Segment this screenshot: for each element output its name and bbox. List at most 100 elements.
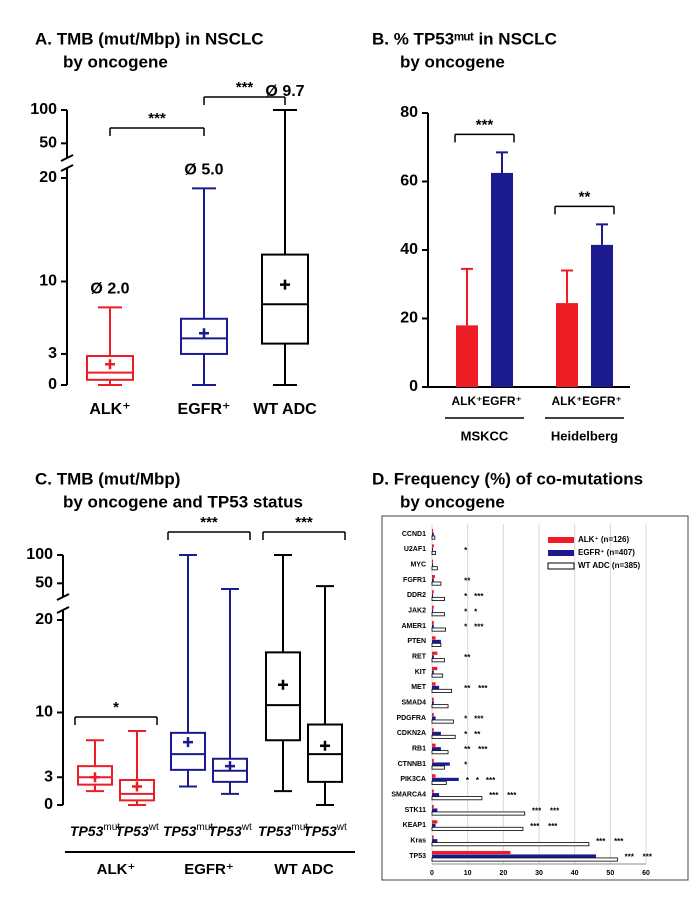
y-tick-label: CDKN2A <box>397 730 426 737</box>
gene-name: TP53 <box>115 823 149 839</box>
y-tick-label: 0 <box>48 376 57 393</box>
bar <box>431 826 524 831</box>
bar <box>432 651 438 655</box>
y-tick-label: 3 <box>48 345 57 362</box>
x-tick-label: TP53wt <box>208 822 252 839</box>
bar <box>432 666 438 671</box>
mean-label: Ø 5.0 <box>184 162 223 179</box>
bar <box>432 697 434 701</box>
bar <box>591 244 613 387</box>
legend-swatch <box>547 562 575 570</box>
bar <box>432 620 434 625</box>
bar-label: EGFR⁺ <box>582 394 622 408</box>
y-tick-label: 3 <box>44 768 53 785</box>
bar-label: ALK⁺ <box>552 394 583 408</box>
significance-label: *** <box>507 791 517 800</box>
bar <box>432 808 438 812</box>
box <box>180 317 228 355</box>
significance-label: *** <box>474 715 484 724</box>
x-tick-label: 60 <box>642 870 650 877</box>
significance-label: *** <box>643 853 653 862</box>
significance-label: *** <box>474 592 484 601</box>
bar <box>432 624 434 628</box>
y-tick-label: 100 <box>26 546 53 563</box>
x-tick-label: WT ADC <box>253 401 317 418</box>
mean-marker <box>132 781 142 792</box>
mean-label: Ø 9.7 <box>265 83 304 100</box>
group-label: Heidelberg <box>551 428 618 443</box>
gene-name: TP53 <box>70 823 104 839</box>
y-tick-label: 20 <box>400 310 418 327</box>
y-tick-label: SMARCA4 <box>391 791 426 798</box>
status: mut <box>291 822 308 833</box>
y-tick-label: FGFR1 <box>403 577 426 584</box>
mean-marker <box>225 761 235 772</box>
bar <box>432 839 438 843</box>
status: wt <box>336 822 347 833</box>
gene-name: TP53 <box>258 823 292 839</box>
x-tick-label: TP53wt <box>115 822 159 839</box>
bar <box>432 578 434 582</box>
significance-label: * <box>113 699 119 716</box>
bar <box>432 747 441 751</box>
group-label: EGFR⁺ <box>184 861 234 878</box>
y-tick-label: 20 <box>35 611 53 628</box>
bar <box>432 563 434 567</box>
y-tick-label: MET <box>411 684 427 691</box>
significance-label: *** <box>489 791 499 800</box>
bar <box>431 535 436 540</box>
x-tick-label: 10 <box>464 870 472 877</box>
significance-label: *** <box>295 514 313 531</box>
bar <box>432 529 434 533</box>
x-tick-label: TP53mut <box>258 822 308 839</box>
group-label: ALK⁺ <box>97 861 136 878</box>
gene-name: TP53 <box>208 823 242 839</box>
bar <box>432 743 436 747</box>
x-tick-label: 30 <box>535 870 543 877</box>
mean-marker <box>199 328 209 339</box>
significance-label: *** <box>476 116 494 133</box>
bar-label: EGFR⁺ <box>482 394 522 408</box>
chart-title: C. TMB (mut/Mbp) <box>35 469 180 488</box>
significance-label: *** <box>148 110 166 127</box>
axis-break <box>60 154 74 162</box>
y-tick-label: 10 <box>39 273 57 290</box>
box <box>261 253 309 345</box>
x-tick-label: 20 <box>499 870 507 877</box>
y-tick-label: AMER1 <box>401 623 426 630</box>
significance-label: * <box>464 715 468 724</box>
significance-label: ** <box>474 730 481 739</box>
x-tick-label: ALK⁺ <box>89 401 130 418</box>
gene-name: TP53 <box>303 823 337 839</box>
y-tick-label: STK11 <box>405 807 427 814</box>
y-tick-label: KEAP1 <box>403 822 426 829</box>
bar <box>431 857 618 862</box>
bar <box>432 774 436 778</box>
bar <box>431 796 483 801</box>
y-tick-label: Kras <box>410 837 426 844</box>
bar <box>431 581 442 586</box>
y-tick-label: RET <box>412 653 427 660</box>
significance-label: ** <box>464 653 471 662</box>
bar <box>431 658 445 663</box>
y-tick-label: 100 <box>30 101 57 118</box>
bar <box>432 789 434 793</box>
significance-label: *** <box>478 745 488 754</box>
x-tick-label: TP53wt <box>303 822 347 839</box>
significance-label: *** <box>596 837 606 846</box>
bar <box>432 655 434 659</box>
y-tick-label: KIT <box>415 669 427 676</box>
significance-label: * <box>474 607 478 616</box>
group-label: WT ADC <box>274 861 334 878</box>
significance-label: * <box>464 730 468 739</box>
mean-marker <box>278 679 288 690</box>
significance-label: ** <box>464 745 471 754</box>
y-tick-label: 0 <box>44 796 53 813</box>
box <box>170 731 206 771</box>
box <box>119 779 155 802</box>
bar <box>431 719 454 724</box>
bar <box>432 823 436 827</box>
y-tick-label: 50 <box>39 135 57 152</box>
y-tick-label: 80 <box>400 104 418 121</box>
